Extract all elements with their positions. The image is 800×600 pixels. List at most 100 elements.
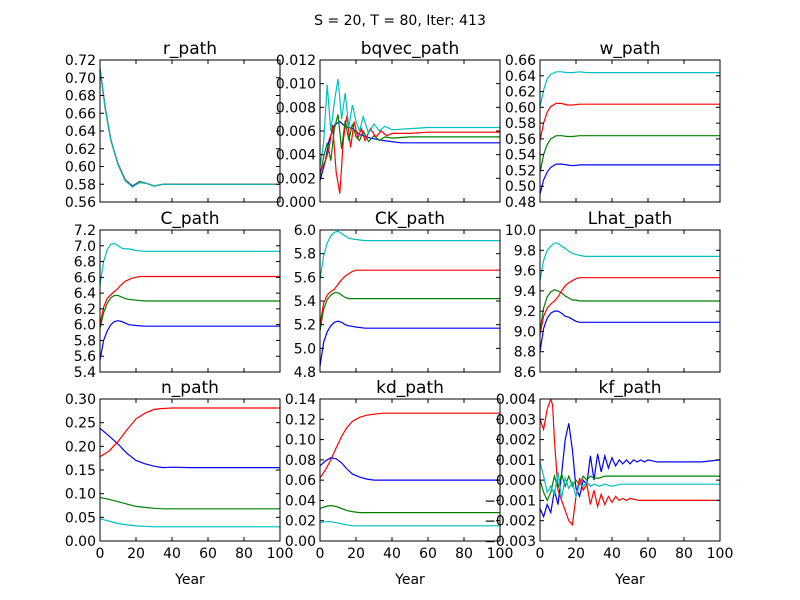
- series-line-2: [540, 135, 720, 173]
- y-tick-label: 9.8: [514, 243, 536, 259]
- axes-frame: [539, 398, 721, 542]
- y-tick-label: 6.6: [74, 270, 96, 286]
- x-tick-label: 100: [267, 546, 294, 562]
- subplot-title: kf_path: [599, 378, 662, 398]
- y-tick-label: 0.56: [65, 195, 96, 211]
- y-tick-label: 7.0: [74, 239, 96, 255]
- y-tick-label: 0.003: [496, 412, 536, 428]
- y-tick-label: 0.60: [505, 100, 536, 116]
- y-tick-label: 6.4: [74, 286, 96, 302]
- y-tick-label: 0.58: [505, 116, 536, 132]
- x-tick-label: 40: [383, 546, 401, 562]
- y-tick-label: 0.48: [505, 195, 536, 211]
- series-line-3: [100, 68, 280, 188]
- y-tick-label: 0.15: [65, 463, 96, 479]
- subplot-title: Lhat_path: [588, 209, 672, 229]
- y-tick-label: 0.66: [65, 106, 96, 122]
- y-tick-label: 9.2: [514, 304, 536, 320]
- y-tick-label: −0.002: [484, 514, 536, 530]
- subplot-kd-path: kd_path 0.00 0.02 0.04 0.06 0.08 0.10 0.12 0.14 0…: [285, 378, 514, 588]
- x-tick-label: 0: [536, 546, 545, 562]
- subplot-kf-path: kf_path −0.003 −0.002 −0.001 0.000 0.001 0.002…: [484, 378, 733, 588]
- y-tick-label: 0.02: [285, 514, 316, 530]
- y-tick-label: 0.30: [65, 392, 96, 408]
- series-line-3: [540, 399, 720, 527]
- series-line-1: [540, 163, 720, 195]
- y-tick-label: 10.0: [505, 223, 536, 239]
- series-line-4: [320, 521, 500, 527]
- y-tick-label: 0.66: [505, 53, 536, 69]
- x-tick-label: 80: [675, 546, 693, 562]
- series-line-1: [100, 320, 280, 361]
- y-tick-label: 5.4: [74, 365, 96, 381]
- axes-frame: [539, 229, 721, 373]
- y-tick-label: 5.6: [294, 270, 316, 286]
- y-tick-label: 0.25: [65, 416, 96, 432]
- y-tick-label: 9.4: [514, 284, 536, 300]
- series-line-2: [100, 496, 280, 510]
- y-tick-label: 0.56: [505, 132, 536, 148]
- y-tick-label: 0.012: [276, 53, 316, 69]
- y-tick-label: 0.00: [285, 534, 316, 550]
- subplot-title: bqvec_path: [361, 39, 460, 59]
- y-tick-label: 6.8: [74, 255, 96, 271]
- y-tick-label: 0.20: [65, 439, 96, 455]
- y-tick-label: 7.2: [74, 223, 96, 239]
- series-line-3: [540, 277, 720, 335]
- y-tick-label: 0.72: [65, 53, 96, 69]
- y-tick-label: 0.64: [65, 124, 96, 140]
- series-line-3: [320, 412, 500, 479]
- x-tick-label: 60: [199, 546, 217, 562]
- x-tick-label: 100: [487, 546, 514, 562]
- series-line-1: [100, 427, 280, 469]
- series-line-1: [100, 68, 280, 187]
- series-group: [540, 71, 720, 195]
- axes-frame: [319, 229, 501, 373]
- series-line-2: [320, 114, 500, 177]
- series-line-1: [540, 423, 720, 519]
- y-tick-label: 0.62: [505, 85, 536, 101]
- subplot-Lhat-path: Lhat_path 8.6 8.8 9.0 9.2 9.4 9.6 9.8 10.0: [505, 209, 721, 381]
- series-line-4: [100, 518, 280, 528]
- x-tick-label: 0: [316, 546, 325, 562]
- series-line-2: [540, 471, 720, 502]
- x-tick-label: 100: [707, 546, 734, 562]
- y-tick-label: 8.8: [514, 345, 536, 361]
- series-group: [100, 68, 280, 188]
- y-tick-label: 0.70: [65, 71, 96, 87]
- x-axis-label: Year: [614, 572, 645, 588]
- series-line-2: [320, 504, 500, 514]
- x-tick-label: 60: [639, 546, 657, 562]
- series-group: [540, 399, 720, 527]
- series-line-3: [100, 407, 280, 458]
- axes-frame: [99, 229, 281, 373]
- series-line-2: [540, 289, 720, 332]
- y-tick-label: 0.10: [65, 487, 96, 503]
- series-line-2: [320, 292, 500, 331]
- y-tick-label: 0.08: [285, 453, 316, 469]
- y-tick-label: −0.001: [484, 493, 536, 509]
- series-line-3: [540, 102, 720, 141]
- y-tick-label: 9.6: [514, 264, 536, 280]
- y-tick-label: 0.10: [285, 433, 316, 449]
- y-tick-label: 0.60: [65, 160, 96, 176]
- series-line-4: [100, 242, 280, 286]
- series-line-4: [540, 71, 720, 108]
- y-tick-label: 0.04: [285, 493, 316, 509]
- y-tick-label: 5.4: [294, 294, 316, 310]
- subplot-title: n_path: [161, 378, 219, 398]
- series-group: [540, 242, 720, 352]
- y-tick-label: 4.8: [294, 365, 316, 381]
- series-group: [100, 407, 280, 528]
- y-tick-label: 0.001: [496, 453, 536, 469]
- subplot-C-path: C_path 5.45.65.86.06.26.46.66.87.07.2: [74, 209, 281, 381]
- y-tick-label: −0.003: [484, 534, 536, 550]
- series-group: [320, 230, 500, 367]
- subplot-title: r_path: [163, 39, 217, 59]
- subplot-bqvec-path: bqvec_path 0.000 0.002 0.004 0.006 0.008 0.010…: [276, 39, 501, 211]
- y-tick-label: 5.2: [294, 318, 316, 334]
- x-tick-label: 20: [567, 546, 585, 562]
- series-line-2: [100, 68, 280, 188]
- series-line-3: [100, 275, 280, 325]
